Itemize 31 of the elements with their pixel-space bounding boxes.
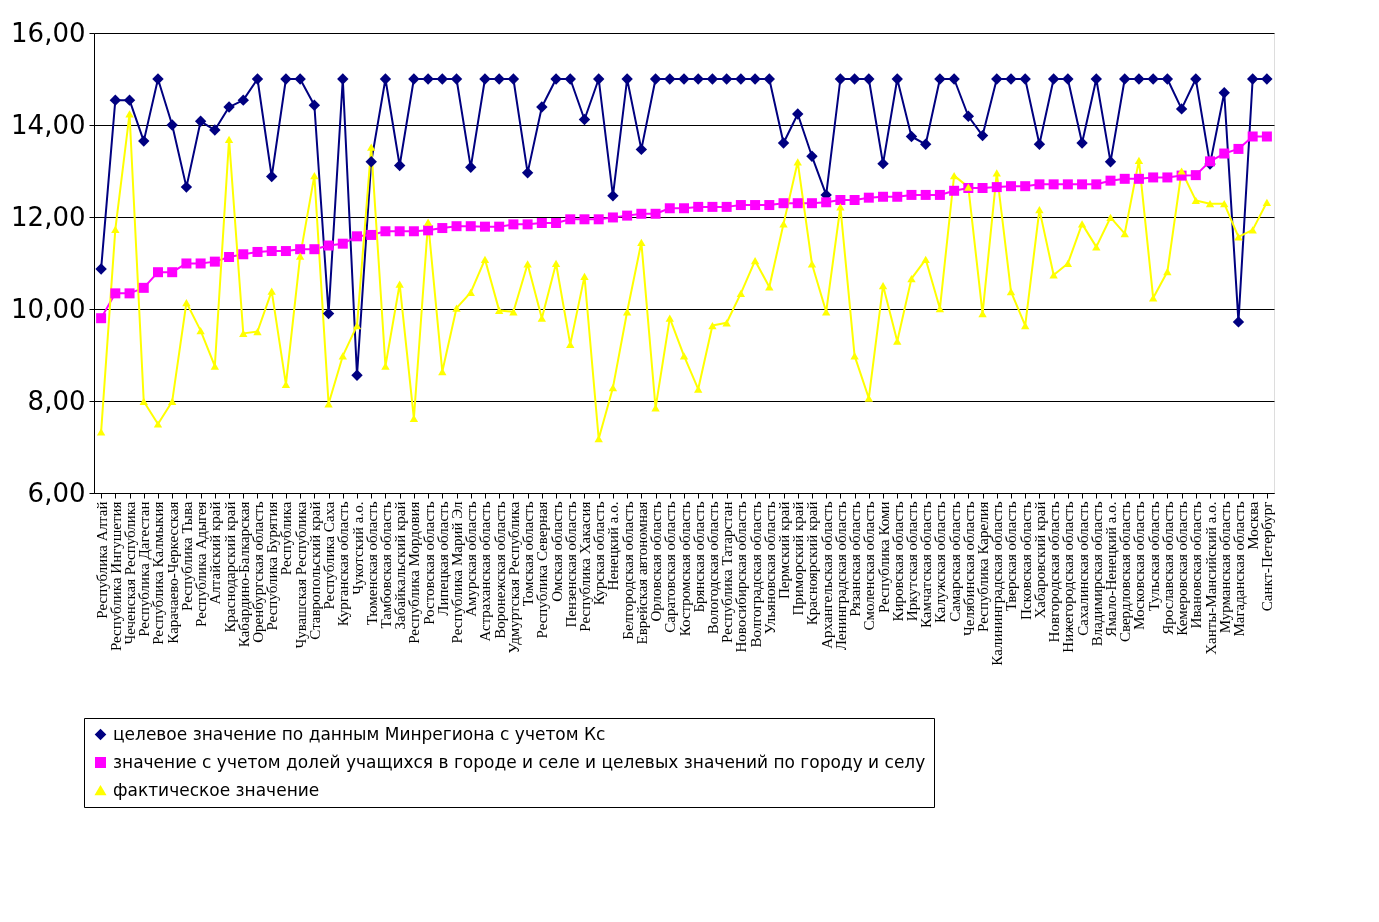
x-tick-label: Ханты-Мансийский а.о. xyxy=(1202,501,1219,655)
x-tick-label: Республика Карелия xyxy=(975,501,992,632)
y-tick-label: 10,00 xyxy=(11,293,86,324)
legend-label: целевое значение по данным Минрегиона с учетом Кс xyxy=(113,723,606,744)
x-tick-label: Хабаровский край xyxy=(1031,501,1048,619)
legend-label: фактическое значение xyxy=(113,779,320,800)
x-tick-label: Москва xyxy=(1245,501,1262,550)
x-tick-label: Пензенская область xyxy=(562,501,579,628)
x-tick-label: Забайкальский край xyxy=(392,501,409,630)
x-tick-label: Республика Хакасия xyxy=(576,501,593,632)
x-tick-label: Санкт-Петербург xyxy=(1259,501,1276,612)
y-tick-label: 6,00 xyxy=(27,477,86,508)
x-tick-label: Республика Северная xyxy=(534,501,551,639)
x-tick-label: Калужская область xyxy=(932,501,949,623)
y-tick-label: 12,00 xyxy=(11,201,86,232)
x-tick-label: Пермский край xyxy=(776,501,793,599)
x-tick-label: Чукотский а.о. xyxy=(349,501,366,595)
x-tick-label: Владимирская область xyxy=(1088,501,1105,647)
x-tick-label: Республика Марий Эл xyxy=(449,501,466,644)
x-tick-label: Мурманская область xyxy=(1216,501,1233,634)
x-tick-label: Орловская область xyxy=(648,501,665,622)
y-tick-label: 16,00 xyxy=(11,17,86,48)
x-tick-label: Липецкая область xyxy=(434,501,451,616)
x-tick-label: Республика Коми xyxy=(875,501,892,613)
legend-label: значение с учетом долей учащихся в городе и селе и целевых значений по городу и селу xyxy=(113,751,926,772)
y-tick-label: 8,00 xyxy=(27,385,86,416)
y-tick-label: 14,00 xyxy=(11,109,86,140)
x-tick-label: Тульская область xyxy=(1145,501,1162,612)
x-tick-label: Тамбовская область xyxy=(377,501,394,629)
x-tick-label: Республика Алтай xyxy=(93,501,110,619)
x-tick-label: Смоленская область xyxy=(861,501,878,631)
